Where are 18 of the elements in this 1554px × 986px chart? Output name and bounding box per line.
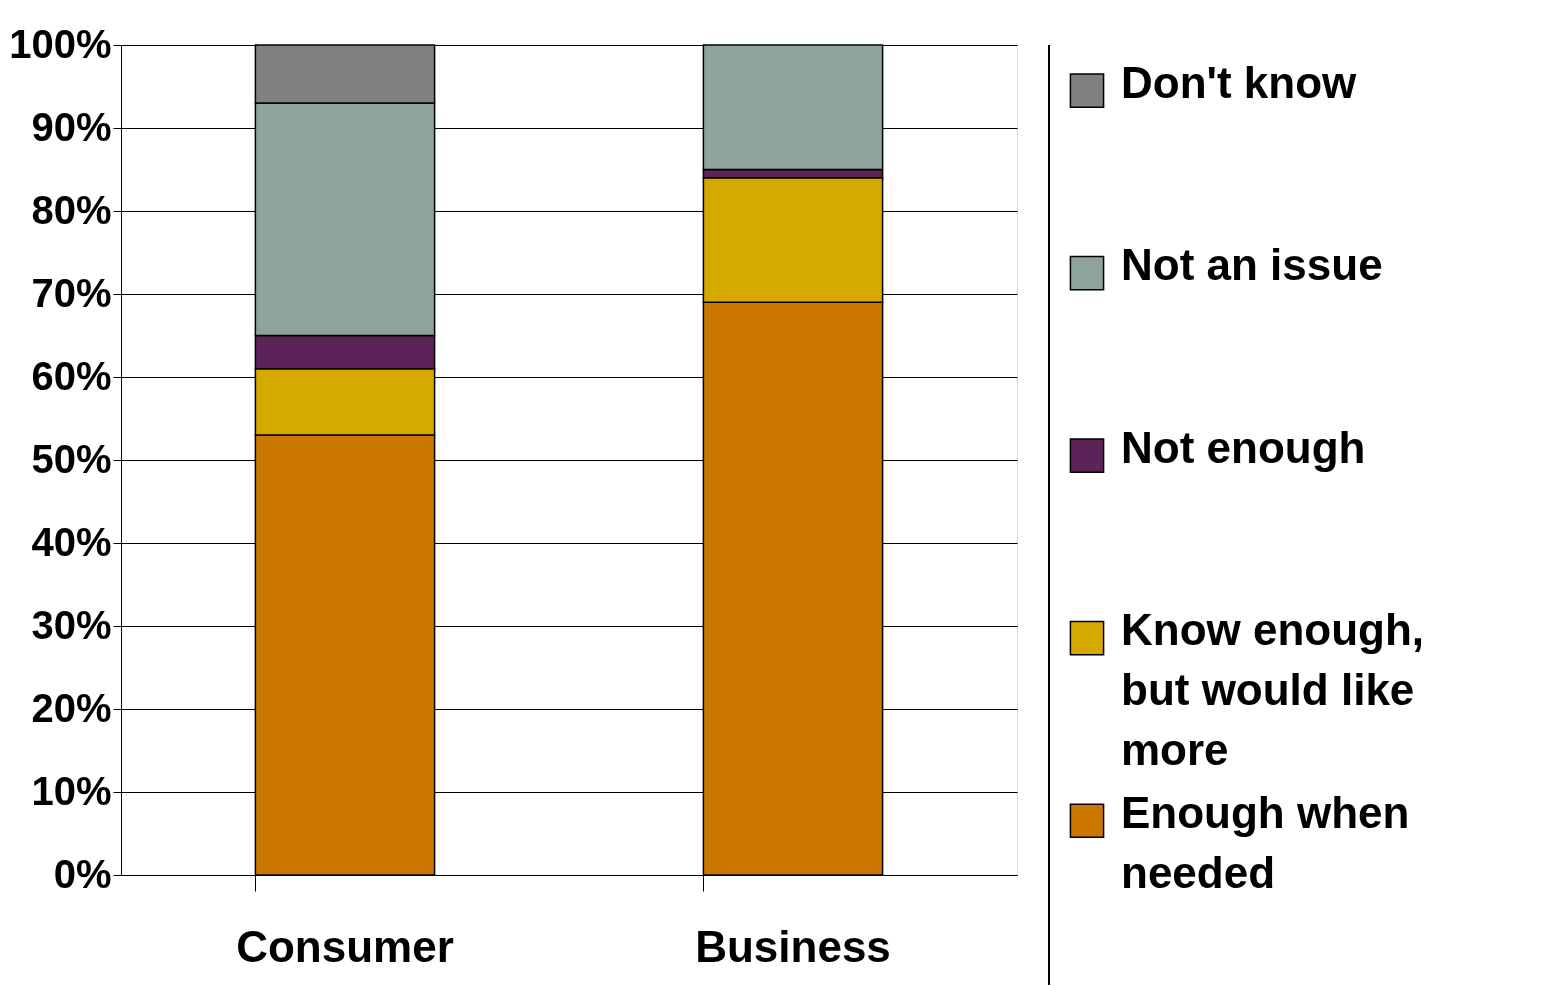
y-tick-label: 30% [31, 602, 112, 647]
legend-label: Not an issue [1121, 240, 1383, 290]
y-tick-label: 10% [31, 768, 112, 813]
x-tick-label: Business [695, 921, 891, 971]
legend-label: Don't know [1121, 57, 1358, 107]
y-tick-label: 100% [9, 21, 112, 66]
y-tick-label: 0% [53, 851, 112, 896]
y-tick-label: 70% [31, 270, 112, 315]
y-tick-label: 40% [31, 519, 112, 564]
y-tick-label: 50% [31, 436, 112, 481]
x-tick-label: Consumer [236, 921, 454, 971]
y-tick-label: 20% [31, 685, 112, 730]
legend-label: Not enough [1121, 422, 1366, 472]
y-tick-label: 60% [31, 353, 112, 398]
y-tick-label: 80% [31, 187, 112, 232]
legend-label: Know enough, but would like more [1121, 605, 1425, 775]
y-tick-label: 90% [31, 104, 112, 149]
legend-label: Enough when needed [1121, 787, 1410, 897]
